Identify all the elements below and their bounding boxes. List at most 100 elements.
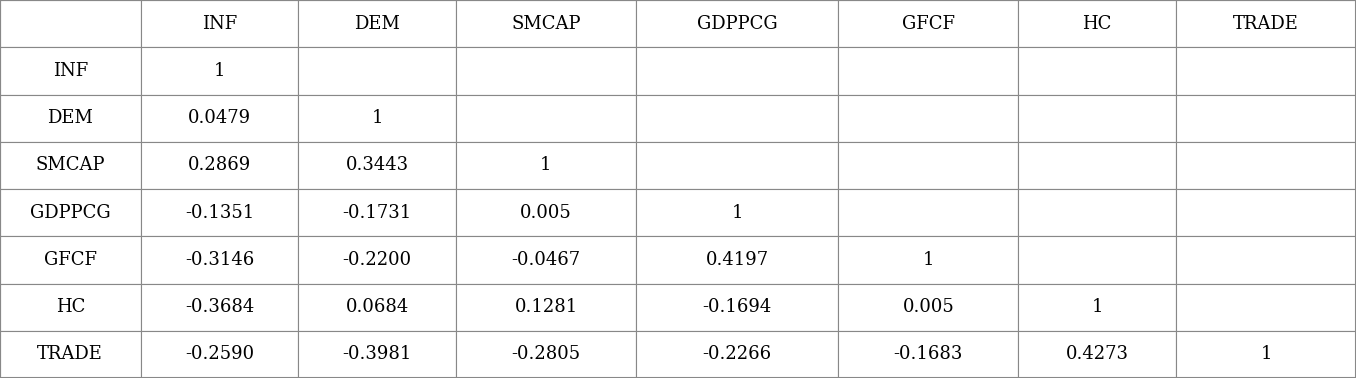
Text: -0.1694: -0.1694 [702, 298, 772, 316]
Bar [1018, 236, 1176, 284]
Text: HC: HC [1082, 15, 1112, 33]
Bar [298, 0, 456, 47]
Bar [1176, 142, 1356, 189]
Text: 1: 1 [731, 204, 743, 222]
Text: INF: INF [202, 15, 237, 33]
Bar [838, 142, 1018, 189]
Bar [636, 189, 838, 236]
Text: SMCAP: SMCAP [511, 15, 580, 33]
Text: GDPPCG: GDPPCG [697, 15, 777, 33]
Text: 0.4273: 0.4273 [1066, 345, 1128, 363]
Bar [298, 47, 456, 94]
Bar [456, 142, 636, 189]
Text: 0.4197: 0.4197 [705, 251, 769, 269]
Bar [1176, 94, 1356, 142]
Bar [838, 189, 1018, 236]
Text: 1: 1 [1260, 345, 1272, 363]
Bar [141, 47, 298, 94]
Bar [141, 189, 298, 236]
Text: 0.005: 0.005 [521, 204, 572, 222]
Text: DEM: DEM [354, 15, 400, 33]
Text: GFCF: GFCF [902, 15, 955, 33]
Text: 0.0684: 0.0684 [346, 298, 408, 316]
Text: 1: 1 [372, 109, 382, 127]
Bar [838, 47, 1018, 94]
Bar [298, 284, 456, 331]
Bar [456, 0, 636, 47]
Text: 0.3443: 0.3443 [346, 156, 408, 174]
Bar [298, 94, 456, 142]
Bar [636, 284, 838, 331]
Bar [298, 331, 456, 378]
Text: GFCF: GFCF [43, 251, 96, 269]
Text: -0.3684: -0.3684 [184, 298, 254, 316]
Text: HC: HC [56, 298, 85, 316]
Text: DEM: DEM [47, 109, 94, 127]
Bar [1176, 284, 1356, 331]
Bar [0, 47, 141, 94]
Text: -0.1683: -0.1683 [894, 345, 963, 363]
Bar [636, 0, 838, 47]
Bar [636, 47, 838, 94]
Bar [0, 142, 141, 189]
Bar [456, 47, 636, 94]
Bar [0, 331, 141, 378]
Text: SMCAP: SMCAP [35, 156, 104, 174]
Text: -0.1731: -0.1731 [343, 204, 412, 222]
Bar [1176, 189, 1356, 236]
Bar [456, 284, 636, 331]
Bar [838, 0, 1018, 47]
Bar [838, 284, 1018, 331]
Bar [838, 236, 1018, 284]
Text: -0.2805: -0.2805 [511, 345, 580, 363]
Bar [141, 331, 298, 378]
Bar [298, 142, 456, 189]
Bar [0, 94, 141, 142]
Text: 0.0479: 0.0479 [188, 109, 251, 127]
Bar [636, 331, 838, 378]
Text: INF: INF [53, 62, 88, 80]
Text: 0.005: 0.005 [902, 298, 955, 316]
Bar [1176, 236, 1356, 284]
Bar [636, 94, 838, 142]
Text: -0.2266: -0.2266 [702, 345, 772, 363]
Bar [456, 189, 636, 236]
Bar [838, 94, 1018, 142]
Bar [141, 142, 298, 189]
Text: -0.1351: -0.1351 [184, 204, 254, 222]
Bar [636, 236, 838, 284]
Bar [1176, 0, 1356, 47]
Bar [298, 189, 456, 236]
Bar [1176, 47, 1356, 94]
Bar [1018, 47, 1176, 94]
Text: 1: 1 [540, 156, 552, 174]
Text: -0.3981: -0.3981 [343, 345, 412, 363]
Bar [1018, 142, 1176, 189]
Bar [456, 236, 636, 284]
Bar [141, 94, 298, 142]
Bar [141, 236, 298, 284]
Text: GDPPCG: GDPPCG [30, 204, 111, 222]
Bar [1018, 189, 1176, 236]
Bar [456, 94, 636, 142]
Bar [1018, 94, 1176, 142]
Text: -0.0467: -0.0467 [511, 251, 580, 269]
Bar [141, 0, 298, 47]
Text: -0.3146: -0.3146 [184, 251, 254, 269]
Bar [0, 189, 141, 236]
Text: -0.2590: -0.2590 [184, 345, 254, 363]
Bar [1176, 331, 1356, 378]
Text: -0.2200: -0.2200 [343, 251, 412, 269]
Text: TRADE: TRADE [1233, 15, 1299, 33]
Text: TRADE: TRADE [38, 345, 103, 363]
Text: 0.1281: 0.1281 [514, 298, 578, 316]
Text: 1: 1 [214, 62, 225, 80]
Text: 1: 1 [1092, 298, 1102, 316]
Bar [0, 0, 141, 47]
Bar [636, 142, 838, 189]
Bar [1018, 284, 1176, 331]
Bar [1018, 0, 1176, 47]
Text: 0.2869: 0.2869 [187, 156, 251, 174]
Bar [0, 236, 141, 284]
Bar [0, 284, 141, 331]
